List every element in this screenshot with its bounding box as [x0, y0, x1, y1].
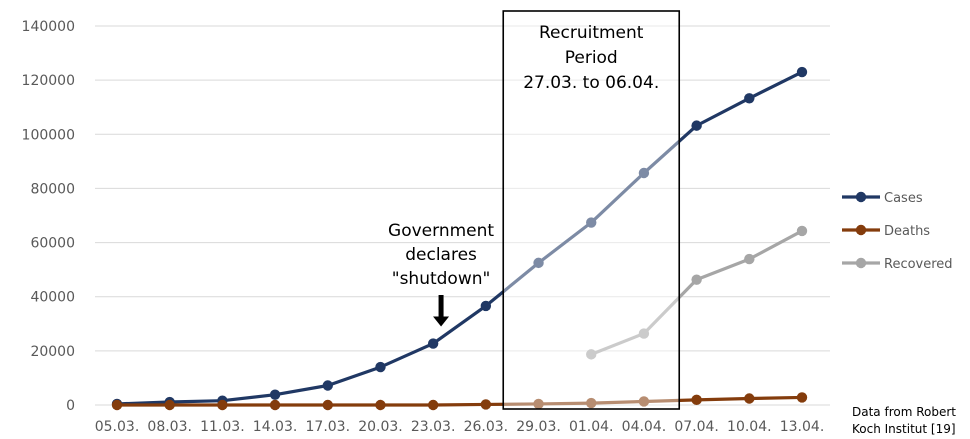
x-tick-label: 11.03.	[200, 419, 245, 435]
x-tick-label: 23.03.	[411, 419, 456, 435]
data-point-deaths	[111, 399, 123, 411]
data-point-deaths	[744, 393, 755, 404]
y-tick-label: 60000	[30, 236, 75, 252]
data-point-deaths	[691, 394, 702, 406]
x-tick-label: 29.03.	[516, 419, 561, 435]
x-tick-label: 13.04.	[780, 419, 825, 435]
data-point-recovered	[586, 349, 597, 360]
data-point-cases	[322, 380, 333, 391]
x-tick-label: 17.03.	[306, 419, 351, 435]
data-point-deaths	[164, 399, 175, 411]
data-point-recovered	[796, 225, 808, 237]
recruitment-period-label: 27.03. to 06.04.	[523, 73, 659, 93]
legend-marker-cases	[855, 191, 867, 203]
series-group	[111, 66, 808, 411]
y-tick-label: 0	[66, 398, 75, 414]
y-tick-label: 100000	[22, 127, 75, 143]
data-point-recovered	[744, 253, 755, 265]
y-axis-ticks: 0 20000 40000 60000 80000 100000 120000 140000	[22, 19, 75, 414]
recruitment-period-box: Recruitment Period 27.03. to 06.04.	[502, 10, 681, 410]
x-tick-label: 07.04.	[674, 419, 719, 435]
data-point-recovered	[638, 328, 650, 339]
legend-marker-deaths	[855, 224, 867, 236]
y-tick-label: 120000	[22, 73, 75, 89]
source-note: Data from Robert	[852, 405, 956, 419]
x-tick-label: 14.03.	[253, 419, 298, 435]
data-point-deaths	[217, 399, 228, 411]
data-point-cases	[586, 217, 597, 228]
shutdown-label: declares	[405, 245, 477, 265]
data-point-cases	[744, 93, 755, 104]
x-tick-label: 10.04.	[727, 419, 772, 435]
recruitment-period-rect	[502, 10, 681, 410]
data-point-deaths	[269, 399, 281, 411]
data-point-deaths	[322, 399, 333, 411]
legend-label-cases: Cases	[884, 191, 923, 206]
arrow-down-icon	[433, 316, 450, 327]
shutdown-label: Government	[388, 221, 494, 241]
data-point-deaths	[638, 396, 650, 407]
data-point-deaths	[375, 399, 386, 411]
data-point-cases	[375, 361, 386, 373]
y-tick-label: 40000	[30, 290, 75, 306]
y-tick-label: 20000	[30, 344, 75, 360]
gridlines	[95, 25, 830, 406]
legend-marker-recovered	[855, 257, 867, 269]
shutdown-label: "shutdown"	[392, 269, 491, 289]
data-point-recovered	[691, 274, 702, 285]
data-point-deaths	[533, 398, 544, 410]
legend-label-deaths: Deaths	[884, 224, 930, 239]
x-tick-label: 20.03.	[358, 419, 403, 435]
legend: Cases Deaths Recovered	[842, 191, 953, 272]
data-point-cases	[533, 257, 544, 269]
x-tick-label: 05.03.	[95, 419, 140, 435]
recruitment-period-label: Recruitment	[539, 23, 644, 43]
x-tick-label: 04.04.	[622, 419, 667, 435]
legend-label-recovered: Recovered	[884, 257, 953, 272]
data-point-cases	[691, 120, 702, 131]
x-axis-ticks: 05.03. 08.03. 11.03. 14.03. 17.03. 20.03. 23.0…	[95, 419, 825, 435]
recruitment-period-label: Period	[565, 48, 618, 68]
data-point-cases	[427, 338, 439, 349]
data-point-deaths	[480, 399, 492, 410]
series-line-deaths	[115, 395, 804, 407]
data-point-cases	[796, 66, 808, 78]
data-point-cases	[269, 389, 281, 400]
shutdown-arrow-shaft	[438, 295, 444, 318]
series-line-cases	[115, 70, 804, 406]
x-tick-label: 26.03.	[464, 419, 509, 435]
data-point-cases	[638, 167, 650, 179]
data-point-deaths	[427, 399, 439, 411]
x-tick-label: 01.04.	[569, 419, 614, 435]
annotations: Government declares "shutdown" Data from Ro…	[388, 221, 956, 436]
source-note: Koch Institut [19]	[852, 422, 956, 436]
data-point-cases	[480, 300, 492, 312]
y-tick-label: 140000	[22, 19, 75, 35]
data-point-deaths	[796, 392, 808, 403]
data-point-deaths	[586, 397, 597, 409]
y-tick-label: 80000	[30, 181, 75, 197]
x-tick-label: 08.03.	[147, 419, 192, 435]
